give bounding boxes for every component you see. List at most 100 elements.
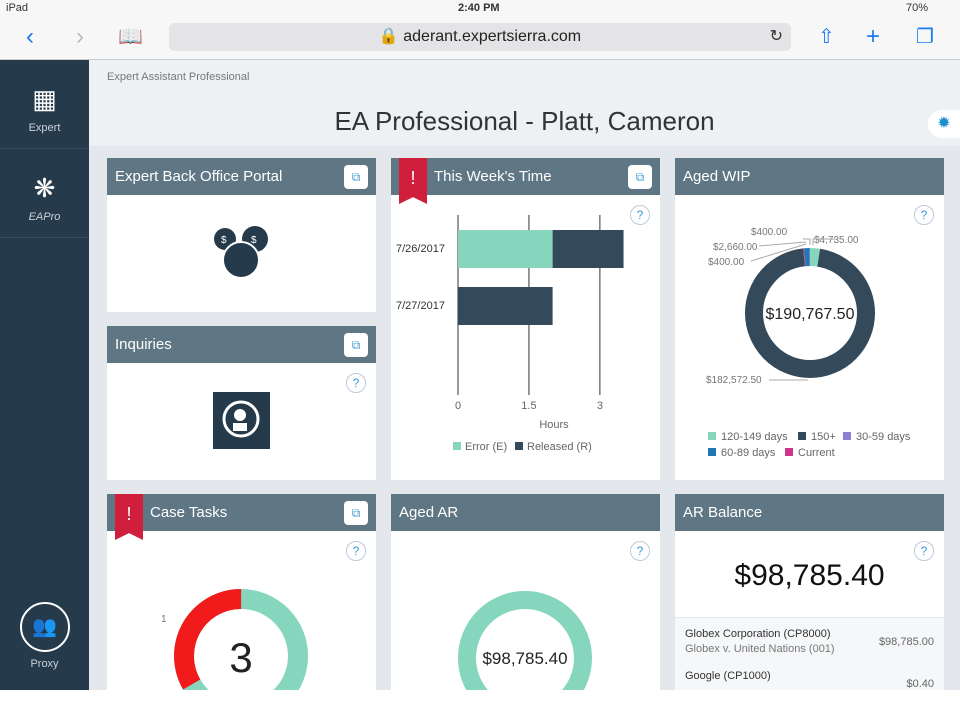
card-this-weeks-time: ! This Week's Time ⧉ ? 0 1.5 3 7/26/2017 7/… — [391, 158, 660, 480]
x-tick-label: 0 — [455, 400, 461, 412]
gear-icon[interactable]: ✹ — [928, 110, 960, 138]
sidebar-item-expert[interactable]: ▦ Expert — [0, 60, 89, 149]
page-header: Expert Assistant Professional EA Profess… — [89, 60, 960, 146]
donut-slice[interactable] — [745, 248, 875, 378]
copy-icon[interactable]: ⧉ — [344, 501, 368, 525]
help-icon[interactable]: ? — [914, 205, 934, 225]
browser-toolbar: ‹ › 📖 🔒 aderant.expertsierra.com ↻ ⇧ + ❐ — [0, 16, 960, 60]
donut-center-value: $98,785.40 — [482, 649, 567, 668]
bookmarks-icon[interactable]: 📖 — [118, 26, 143, 48]
card-title: AR Balance — [683, 504, 763, 521]
help-icon[interactable]: ? — [630, 541, 650, 561]
copy-icon[interactable]: ⧉ — [344, 333, 368, 357]
card-inquiries: Inquiries ⧉ ? — [107, 326, 376, 480]
sidebar-item-eapro[interactable]: ❋ EAPro — [0, 149, 89, 238]
legend-label: Error (E) — [465, 441, 507, 453]
legend-label: Current — [798, 447, 835, 459]
case-tasks-donut[interactable]: 3 1 — [107, 531, 376, 690]
proxy-icon: 👥 — [19, 602, 70, 652]
donut-center-value: $190,767.50 — [766, 306, 855, 323]
matter-name: Globex v. United Nations (001) — [685, 643, 835, 655]
card-title: Aged AR — [399, 504, 459, 521]
sidebar: ▦ Expert ❋ EAPro 👥 Proxy — [0, 60, 89, 690]
slice-label: $182,572.50 — [706, 375, 762, 386]
donut-segment[interactable] — [458, 591, 592, 690]
card-header: Aged WIP — [675, 158, 944, 195]
legend-swatch — [453, 442, 461, 450]
bottom-edge — [0, 690, 960, 720]
donut-center-value: 3 — [229, 634, 252, 681]
breadcrumb[interactable]: Expert Assistant Professional — [107, 71, 250, 83]
card-header: Aged AR — [391, 494, 660, 531]
card-back-office-portal: Expert Back Office Portal ⧉ $ $ — [107, 158, 376, 312]
bar-segment[interactable] — [458, 230, 553, 268]
money-icon[interactable]: $ $ — [107, 195, 376, 312]
amount: $98,785.00 — [878, 636, 934, 648]
legend-label: Released (R) — [527, 441, 592, 453]
status-bar: iPad 2:40 PM 70% — [0, 0, 960, 16]
slice-label: $2,660.00 — [713, 242, 758, 253]
eapro-icon: ❋ — [33, 173, 56, 203]
client-name: Globex Corporation (CP8000) — [685, 628, 831, 640]
inquiry-icon[interactable] — [107, 363, 376, 480]
tabs-icon[interactable]: ❐ — [916, 26, 934, 48]
legend-swatch — [515, 442, 523, 450]
card-header: Inquiries ⧉ — [107, 326, 376, 363]
lock-icon: 🔒 — [378, 28, 404, 45]
legend-label: 120-149 days — [721, 431, 788, 443]
grid-icon: ▦ — [32, 84, 57, 114]
x-tick-label: 1.5 — [521, 400, 536, 412]
client-name: Google (CP1000) — [685, 670, 771, 682]
legend-label: 60-89 days — [721, 447, 776, 459]
category-label: 7/27/2017 — [396, 300, 445, 312]
card-title: This Week's Time — [434, 168, 552, 185]
time-bar-chart: 0 1.5 3 7/26/2017 7/27/2017 Hours Error (E… — [396, 215, 624, 453]
proxy-label: Proxy — [30, 658, 59, 670]
alert-flag-icon: ! — [115, 494, 143, 540]
card-header: AR Balance — [675, 494, 944, 531]
reload-icon[interactable]: ↻ — [769, 28, 783, 45]
card-title: Aged WIP — [683, 168, 751, 185]
donut-segment-flagged[interactable] — [163, 578, 319, 690]
bar-segment[interactable] — [458, 287, 553, 325]
help-icon[interactable]: ? — [630, 205, 650, 225]
copy-icon[interactable]: ⧉ — [628, 165, 652, 189]
slice-label: 1 — [161, 614, 167, 625]
aged-ar-donut[interactable]: $98,785.40 — [391, 531, 660, 690]
address-bar[interactable]: 🔒 aderant.expertsierra.com ↻ — [169, 23, 791, 51]
help-icon[interactable]: ? — [914, 541, 934, 561]
aged-wip-donut: $190,767.50 $4,735.00 $400.00 $2,660.00 … — [706, 227, 911, 459]
url-text: aderant.expertsierra.com — [403, 28, 582, 45]
legend-label: 30-59 days — [856, 431, 911, 443]
x-axis-label: Hours — [539, 419, 569, 431]
card-header: Case Tasks ⧉ — [107, 494, 376, 531]
amount: $0.40 — [906, 678, 934, 690]
back-icon[interactable]: ‹ — [26, 23, 34, 50]
slice-label: $400.00 — [751, 227, 788, 238]
card-title: Case Tasks — [150, 504, 228, 521]
share-icon[interactable]: ⇧ — [818, 26, 835, 48]
donut-slice[interactable] — [745, 248, 875, 378]
help-icon[interactable]: ? — [346, 373, 366, 393]
page-title: EA Professional - Platt, Cameron — [334, 106, 715, 136]
sidebar-item-label: EAPro — [28, 211, 61, 223]
forward-icon[interactable]: › — [76, 23, 84, 50]
device-label: iPad — [6, 2, 29, 14]
new-tab-icon[interactable]: + — [866, 23, 881, 50]
card-aged-ar: Aged AR ? $98,785.40 — [391, 494, 660, 690]
proxy-button[interactable]: 👥 Proxy — [0, 602, 89, 670]
svg-text:$: $ — [221, 235, 227, 246]
bar-segment[interactable] — [552, 230, 624, 268]
ar-balance-row[interactable]: Globex Corporation (CP8000) Globex v. Uni… — [675, 618, 944, 660]
main-content: Expert Assistant Professional EA Profess… — [89, 60, 960, 690]
battery-level: 70% — [906, 2, 929, 14]
slice-label: $4,735.00 — [814, 235, 859, 246]
card-title: Inquiries — [115, 336, 172, 353]
copy-icon[interactable]: ⧉ — [344, 165, 368, 189]
category-label: 7/26/2017 — [396, 243, 445, 255]
help-icon[interactable]: ? — [346, 541, 366, 561]
alert-flag-icon: ! — [399, 158, 427, 204]
ar-balance-row[interactable]: Google (CP1000) $0.40 — [675, 660, 944, 690]
card-header: This Week's Time ⧉ — [391, 158, 660, 195]
card-title: Expert Back Office Portal — [115, 168, 283, 185]
